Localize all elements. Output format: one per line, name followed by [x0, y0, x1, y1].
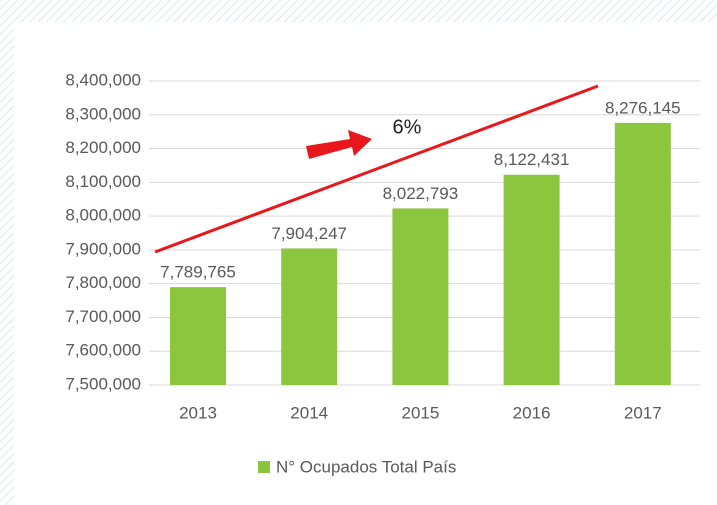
y-tick-label: 7,600,000 — [65, 341, 141, 360]
bar — [281, 248, 338, 385]
bar — [170, 287, 226, 385]
y-tick-label: 8,000,000 — [65, 206, 141, 225]
data-label: 7,904,247 — [271, 224, 347, 243]
x-tick-label: 2016 — [513, 403, 551, 422]
y-tick-label: 7,800,000 — [65, 273, 141, 292]
data-label: 7,789,765 — [160, 263, 236, 282]
y-tick-label: 7,500,000 — [65, 374, 141, 393]
bar — [503, 174, 560, 385]
data-label: 8,122,431 — [494, 150, 570, 169]
x-tick-label: 2014 — [290, 403, 328, 422]
y-tick-label: 7,900,000 — [65, 239, 141, 258]
y-tick-label: 8,100,000 — [65, 172, 141, 191]
data-label: 8,022,793 — [383, 184, 459, 203]
y-tick-label: 8,200,000 — [65, 138, 141, 157]
trend-line — [154, 84, 599, 254]
trend-arrow — [306, 130, 372, 159]
y-tick-label: 8,300,000 — [65, 104, 141, 123]
chart-area — [14, 22, 717, 505]
y-tick-label: 7,700,000 — [65, 307, 141, 326]
y-tick-label: 8,400,000 — [65, 70, 141, 89]
annotation: 6% — [393, 116, 422, 138]
x-tick-label: 2013 — [179, 403, 217, 422]
x-tick-label: 2015 — [401, 403, 439, 422]
bar — [614, 122, 671, 386]
legend-swatch — [258, 461, 270, 473]
data-label: 8,276,145 — [605, 98, 681, 117]
x-tick-label: 2017 — [624, 403, 662, 422]
legend-label: N° Ocupados Total País — [276, 457, 456, 476]
bar — [392, 208, 449, 385]
plot: 7,500,000 7,600,000 7,700,000 7,800,000 7,90… — [65, 70, 700, 422]
